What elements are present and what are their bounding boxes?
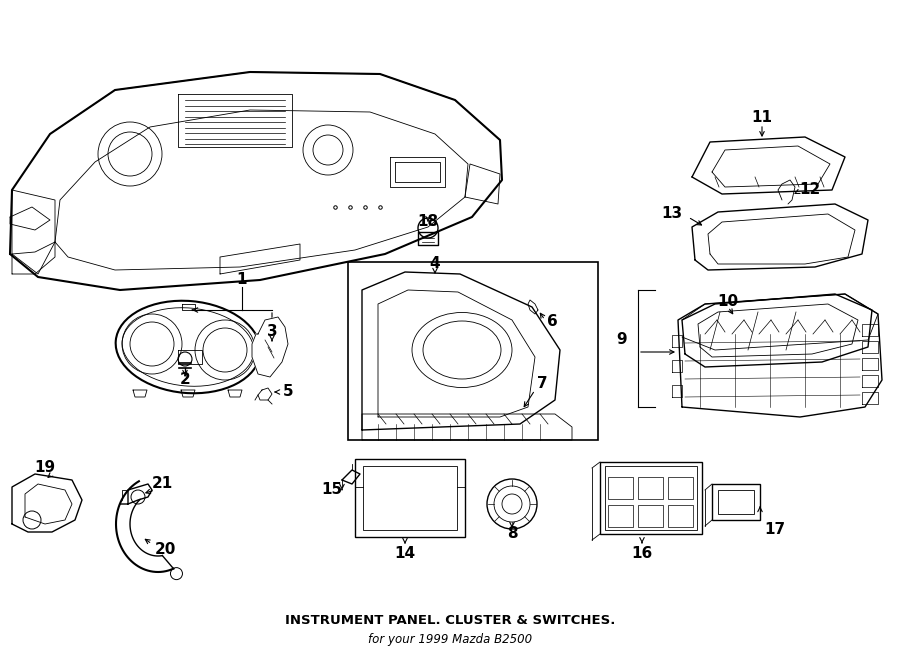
Text: 18: 18 — [418, 214, 438, 230]
Text: 11: 11 — [752, 111, 772, 126]
Bar — [355, 459, 465, 537]
Text: 9: 9 — [616, 332, 627, 348]
Text: 3: 3 — [266, 324, 277, 340]
Text: 6: 6 — [546, 314, 557, 330]
Text: 5: 5 — [283, 385, 293, 399]
Text: INSTRUMENT PANEL. CLUSTER & SWITCHES.: INSTRUMENT PANEL. CLUSTER & SWITCHES. — [284, 614, 616, 626]
Bar — [638, 477, 663, 499]
Bar — [638, 505, 663, 527]
Text: 21: 21 — [151, 477, 173, 491]
Text: 4: 4 — [429, 256, 440, 271]
Bar — [712, 484, 760, 520]
Text: 19: 19 — [34, 459, 56, 475]
Bar — [605, 466, 697, 530]
Text: 14: 14 — [394, 547, 416, 561]
Bar — [608, 477, 633, 499]
Text: 17: 17 — [764, 522, 786, 538]
Text: 20: 20 — [154, 542, 176, 557]
Bar — [363, 466, 457, 530]
Text: 7: 7 — [536, 377, 547, 391]
Text: 15: 15 — [321, 483, 343, 498]
Bar — [668, 505, 693, 527]
Text: for your 1999 Mazda B2500: for your 1999 Mazda B2500 — [368, 634, 532, 647]
Bar — [608, 505, 633, 527]
Bar — [600, 462, 702, 534]
Text: 12: 12 — [799, 183, 821, 197]
Text: 10: 10 — [717, 295, 739, 310]
Bar — [668, 477, 693, 499]
Text: 16: 16 — [632, 547, 652, 561]
Bar — [348, 262, 598, 440]
Bar — [718, 490, 754, 514]
Text: 1: 1 — [237, 273, 248, 287]
Text: 8: 8 — [507, 526, 517, 542]
Polygon shape — [252, 317, 288, 377]
Text: 2: 2 — [180, 373, 191, 387]
Text: 13: 13 — [662, 207, 682, 222]
